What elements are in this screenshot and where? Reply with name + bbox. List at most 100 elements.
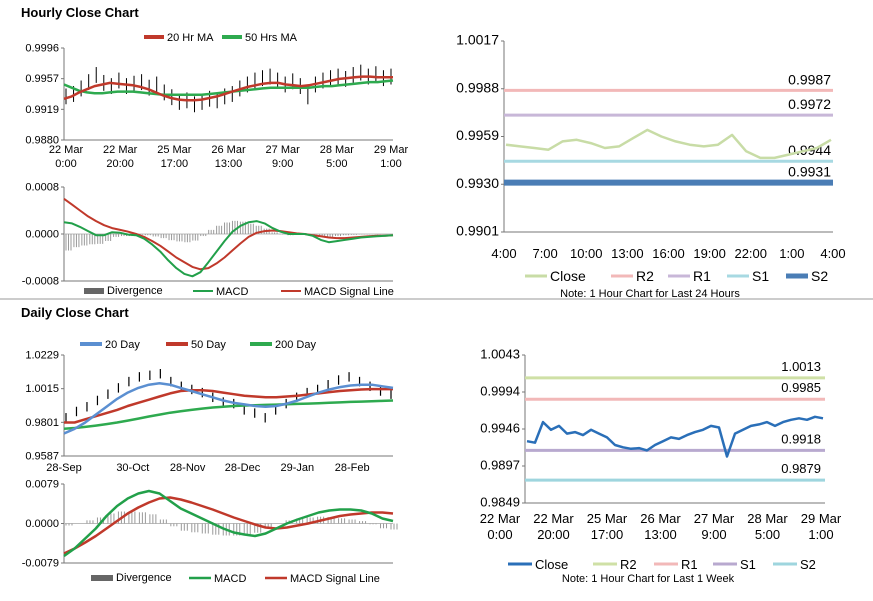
hourly-price-xtick-label: 29 Mar <box>374 144 409 156</box>
daily-macd-ytick-label: -0.0079 <box>22 558 59 570</box>
daily-legend-divergence-swatch <box>91 575 113 581</box>
daily-section-title: Daily Close Chart <box>21 305 129 320</box>
daily-levels-ytick-label: 0.9994 <box>480 384 520 399</box>
hourly-price-xtick-label: 1:00 <box>380 158 401 170</box>
hourly-levels-xtick-label: 22:00 <box>734 246 767 261</box>
hourly-price-ytick-label: 0.9957 <box>25 73 59 85</box>
daily-price-ytick-label: 1.0015 <box>25 383 59 395</box>
daily-levels-xtick-label: 27 Mar <box>694 511 735 526</box>
daily-price-xtick-label: 28-Feb <box>335 462 370 474</box>
daily-levels-xtick-label: 13:00 <box>644 527 677 542</box>
daily-levels-xtick-label: 29 Mar <box>801 511 842 526</box>
hourly-price-xtick-label: 5:00 <box>326 158 347 170</box>
daily-levels-xtick-label: 1:00 <box>808 527 833 542</box>
hourly-price-xtick-label: 27 Mar <box>266 144 301 156</box>
hourly-price-xtick-label: 25 Mar <box>157 144 192 156</box>
daily-levels-ytick-label: 1.0043 <box>480 347 520 362</box>
hourly-level-r1-label: 0.9972 <box>788 96 831 112</box>
hourly-legend-s1-label: S1 <box>752 268 769 284</box>
hourly-price-xtick-label: 9:00 <box>272 158 293 170</box>
daily-close-line <box>526 415 824 458</box>
daily-legend-macd-label: MACD <box>214 573 246 585</box>
hourly-price-ytick-label: 0.9880 <box>25 135 59 147</box>
hourly-levels-ytick-label: 0.9959 <box>456 127 499 143</box>
daily-level-s2-label: 0.9879 <box>781 461 821 476</box>
daily-level-r1-label: 0.9985 <box>781 380 821 395</box>
legend-macd-label: MACD <box>216 286 248 298</box>
daily-price-ytick-label: 0.9587 <box>25 451 59 463</box>
daily-levels-xtick-label: 28 Mar <box>747 511 788 526</box>
daily-level-s1-label: 0.9918 <box>781 431 821 446</box>
legend-divergence-label: Divergence <box>107 285 163 297</box>
hourly-levels-xtick-label: 19:00 <box>693 246 726 261</box>
daily-price-xtick-label: 29-Jan <box>281 462 315 474</box>
daily-legend-macd-signal-label: MACD Signal Line <box>290 573 380 585</box>
hourly-levels-xtick-label: 16:00 <box>652 246 685 261</box>
legend-divergence-swatch <box>84 288 104 294</box>
hourly-price-xtick-label: 0:00 <box>55 158 76 170</box>
daily-levels-note: Note: 1 Hour Chart for Last 1 Week <box>562 573 735 585</box>
legend-20hr-ma-label: 20 Hr MA <box>167 32 214 44</box>
daily-price-ytick-label: 1.0229 <box>25 350 59 362</box>
hourly-price-xtick-label: 17:00 <box>161 158 189 170</box>
daily-legend-s1-label: S1 <box>740 557 756 572</box>
hourly-price-xtick-label: 28 Mar <box>320 144 355 156</box>
hourly-price-xtick-label: 22 Mar <box>49 144 84 156</box>
hourly-legend-r2-label: R2 <box>636 268 654 284</box>
daily-macd-ytick-label: 0.0079 <box>25 479 59 491</box>
daily-200-day-line <box>63 399 394 431</box>
hourly-levels-ytick-label: 0.9988 <box>456 79 499 95</box>
legend-50-day-label: 50 Day <box>191 339 226 351</box>
hourly-price-ytick-label: 0.9996 <box>25 43 59 55</box>
daily-levels-xtick-label: 17:00 <box>591 527 624 542</box>
daily-macd-line <box>63 489 394 558</box>
daily-20-day-line <box>63 381 394 435</box>
hourly-section-title: Hourly Close Chart <box>21 5 139 20</box>
hourly-macd-ytick-label: 0.0008 <box>25 182 59 194</box>
hourly-close-line <box>505 128 832 160</box>
legend-20-day-label: 20 Day <box>105 339 140 351</box>
hourly-macd-line <box>63 220 394 278</box>
daily-level-r2-label: 1.0013 <box>781 359 821 374</box>
hourly-level-s2-label: 0.9931 <box>788 164 831 180</box>
daily-macd-ytick-label: 0.0000 <box>25 518 59 530</box>
daily-price-ytick-label: 0.9801 <box>25 417 59 429</box>
hourly-legend-s2-label: S2 <box>811 268 828 284</box>
daily-legend-s2-label: S2 <box>800 557 816 572</box>
daily-levels-xtick-label: 22 Mar <box>533 511 574 526</box>
hourly-macd-signal-line <box>63 197 394 271</box>
daily-price-xtick-label: 28-Dec <box>225 462 261 474</box>
daily-price-xtick-label: 28-Sep <box>46 462 81 474</box>
hourly-levels-ytick-label: 1.0017 <box>456 32 499 48</box>
hourly-levels-xtick-label: 7:00 <box>532 246 557 261</box>
daily-legend-divergence-label: Divergence <box>116 572 172 584</box>
daily-levels-xtick-label: 22 Mar <box>480 511 521 526</box>
daily-levels-xtick-label: 9:00 <box>701 527 726 542</box>
daily-legend-r2-label: R2 <box>620 557 637 572</box>
hourly-levels-xtick-label: 10:00 <box>570 246 603 261</box>
hourly-levels-ytick-label: 0.9930 <box>456 175 499 191</box>
hourly-levels-xtick-label: 13:00 <box>611 246 644 261</box>
hourly-level-r2-label: 0.9987 <box>788 71 831 87</box>
hourly-price-ytick-label: 0.9919 <box>25 104 59 116</box>
daily-levels-xtick-label: 5:00 <box>755 527 780 542</box>
legend-macd-signal-label: MACD Signal Line <box>304 286 394 298</box>
hourly-legend-r1-label: R1 <box>693 268 711 284</box>
daily-legend-close-label: Close <box>535 557 568 572</box>
hourly-macd-ytick-label: -0.0008 <box>22 276 59 288</box>
hourly-levels-xtick-label: 4:00 <box>820 246 845 261</box>
hourly-20hr-ma-line <box>63 75 393 102</box>
hourly-levels-ytick-label: 0.9901 <box>456 223 499 239</box>
daily-legend-r1-label: R1 <box>681 557 698 572</box>
daily-50-day-line <box>64 387 393 424</box>
hourly-macd-ytick-label: 0.0000 <box>25 229 59 241</box>
legend-200-day-label: 200 Day <box>275 339 316 351</box>
legend-50hrs-ma-label: 50 Hrs MA <box>245 32 298 44</box>
hourly-levels-note: Note: 1 Hour Chart for Last 24 Hours <box>560 288 740 300</box>
hourly-levels-xtick-label: 4:00 <box>491 246 516 261</box>
daily-levels-ytick-label: 0.9946 <box>480 421 520 436</box>
daily-price-xtick-label: 28-Nov <box>170 462 206 474</box>
daily-levels-xtick-label: 20:00 <box>537 527 570 542</box>
hourly-price-xtick-label: 22 Mar <box>103 144 138 156</box>
daily-levels-ytick-label: 0.9897 <box>480 458 520 473</box>
